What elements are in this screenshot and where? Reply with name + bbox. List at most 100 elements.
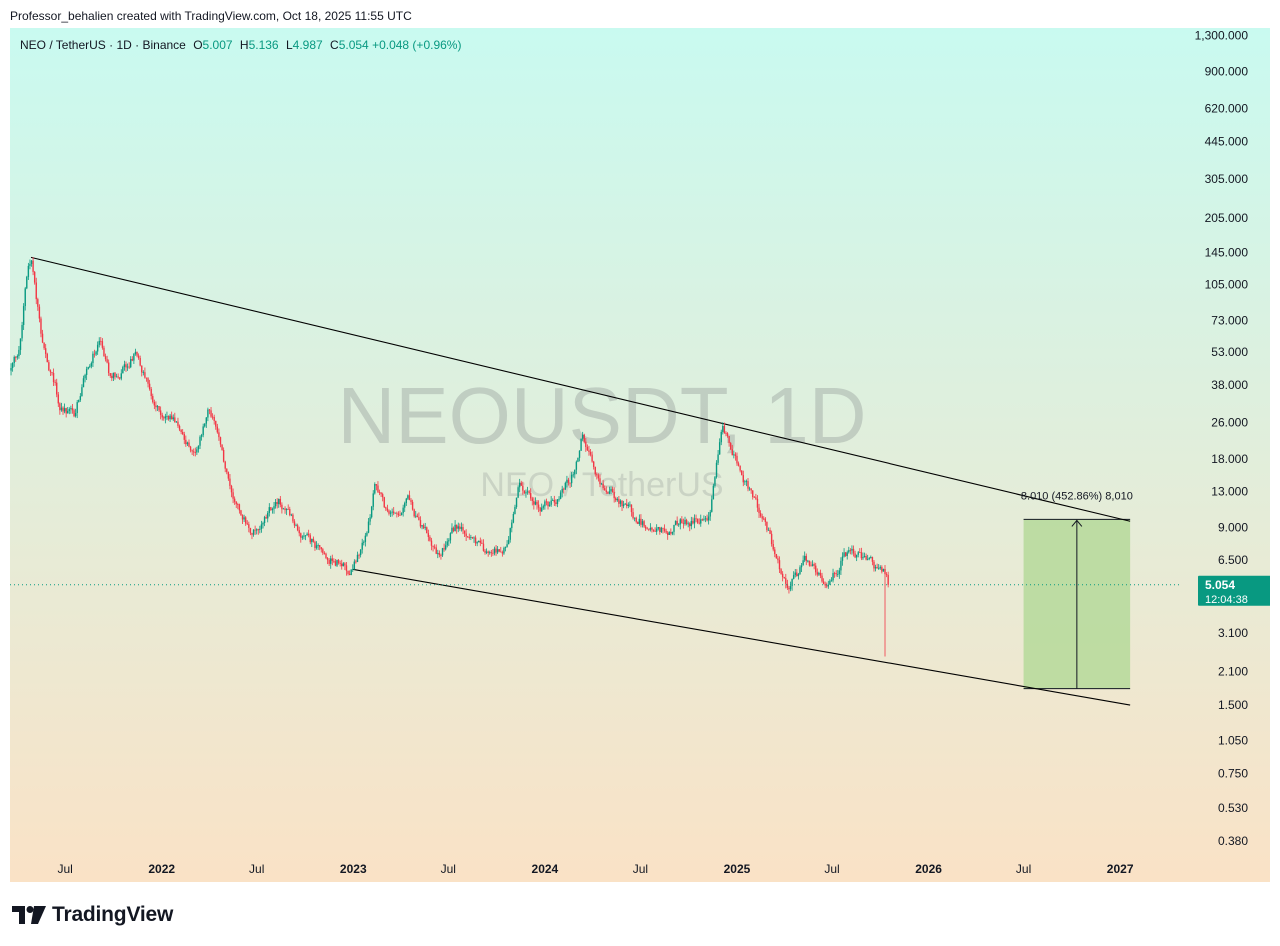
candle-body [574,469,576,475]
candle-body [676,520,678,525]
candle-body [232,492,234,499]
candle-body [400,513,403,515]
candle [633,517,636,522]
candle-body [268,507,271,513]
candle [648,528,650,532]
candle [174,412,176,423]
candle-body [194,452,196,453]
candle-body [419,520,422,527]
candle [752,490,754,500]
candle [248,521,250,533]
candle-body [602,483,604,489]
y-axis-tick-label: 1.500 [1218,698,1248,712]
candle-body [854,553,856,558]
candle-body [752,490,754,498]
candle [734,452,737,461]
candle [874,564,877,572]
candle [375,484,378,491]
candle-body [796,572,798,577]
candle-body [692,520,694,524]
candle [808,560,811,567]
candle-body [76,402,78,414]
candle [816,568,818,577]
candle [325,552,327,560]
candle [348,570,351,576]
candle [430,537,433,551]
candle [718,438,721,455]
candle-body [744,481,746,483]
candle-body [119,377,121,379]
candle [130,356,132,369]
candle [655,524,658,535]
candle-body [885,574,888,575]
candle [374,482,376,495]
candle [345,561,348,576]
candle-body [380,492,382,495]
candle [136,351,138,358]
candle-body [807,560,809,562]
last-price-value: 5.054 [1205,578,1235,592]
price-chart[interactable]: NEOUSDT, 1D NEO / TetherUS 1,300.000900.… [10,28,1270,882]
candle [796,569,798,577]
chart-area[interactable]: NEOUSDT, 1D NEO / TetherUS 1,300.000 900.… [10,28,1270,882]
candle-body [739,465,741,471]
candle [626,498,628,509]
candle [152,393,154,404]
candle [641,519,644,528]
candle [529,488,532,501]
candle [490,549,493,557]
candle [16,354,19,360]
candle-body [846,552,848,556]
candle-body [837,574,839,575]
candle [400,512,403,516]
candle [389,510,392,517]
candle-body [251,533,253,535]
candle [465,529,467,542]
candle [610,486,612,495]
candle-body [427,533,430,537]
candle [534,497,537,506]
candle [378,489,381,496]
candle-body [604,488,606,491]
candle-body [511,522,513,529]
x-axis-tick-label: Jul [249,862,264,876]
candle [592,460,595,470]
candle-body [608,491,611,494]
candle [167,415,170,421]
candle-body [46,353,48,363]
candle [744,479,746,486]
tradingview-branding[interactable]: TradingView [12,903,173,927]
candle-body [150,388,152,397]
y-axis-tick-label: 0.380 [1218,834,1248,848]
candle-body [462,527,464,531]
candle [257,528,259,535]
candle-body [476,542,478,544]
candle-body [111,375,113,379]
candle [495,544,497,556]
candle-body [320,547,322,550]
candle-body [481,542,483,544]
candle [767,527,770,531]
candle [649,523,652,532]
candle-body [522,485,524,491]
candle-body [224,461,226,469]
candle-body [235,501,237,505]
candle-body [548,504,551,507]
candle [597,473,600,482]
candle [755,493,757,501]
candle-body [613,492,615,499]
candle [95,350,97,356]
candle-body [356,554,359,562]
candle-body [687,523,689,525]
candle-body [783,577,785,579]
candle-body [293,521,296,526]
candle [175,420,178,423]
candle-body [315,545,318,548]
candle-body [718,442,721,455]
candle [303,532,305,540]
lower-trendline [353,568,1131,706]
candle [147,377,149,388]
candle [701,518,704,522]
candle [79,393,82,402]
candle-body [537,504,540,508]
